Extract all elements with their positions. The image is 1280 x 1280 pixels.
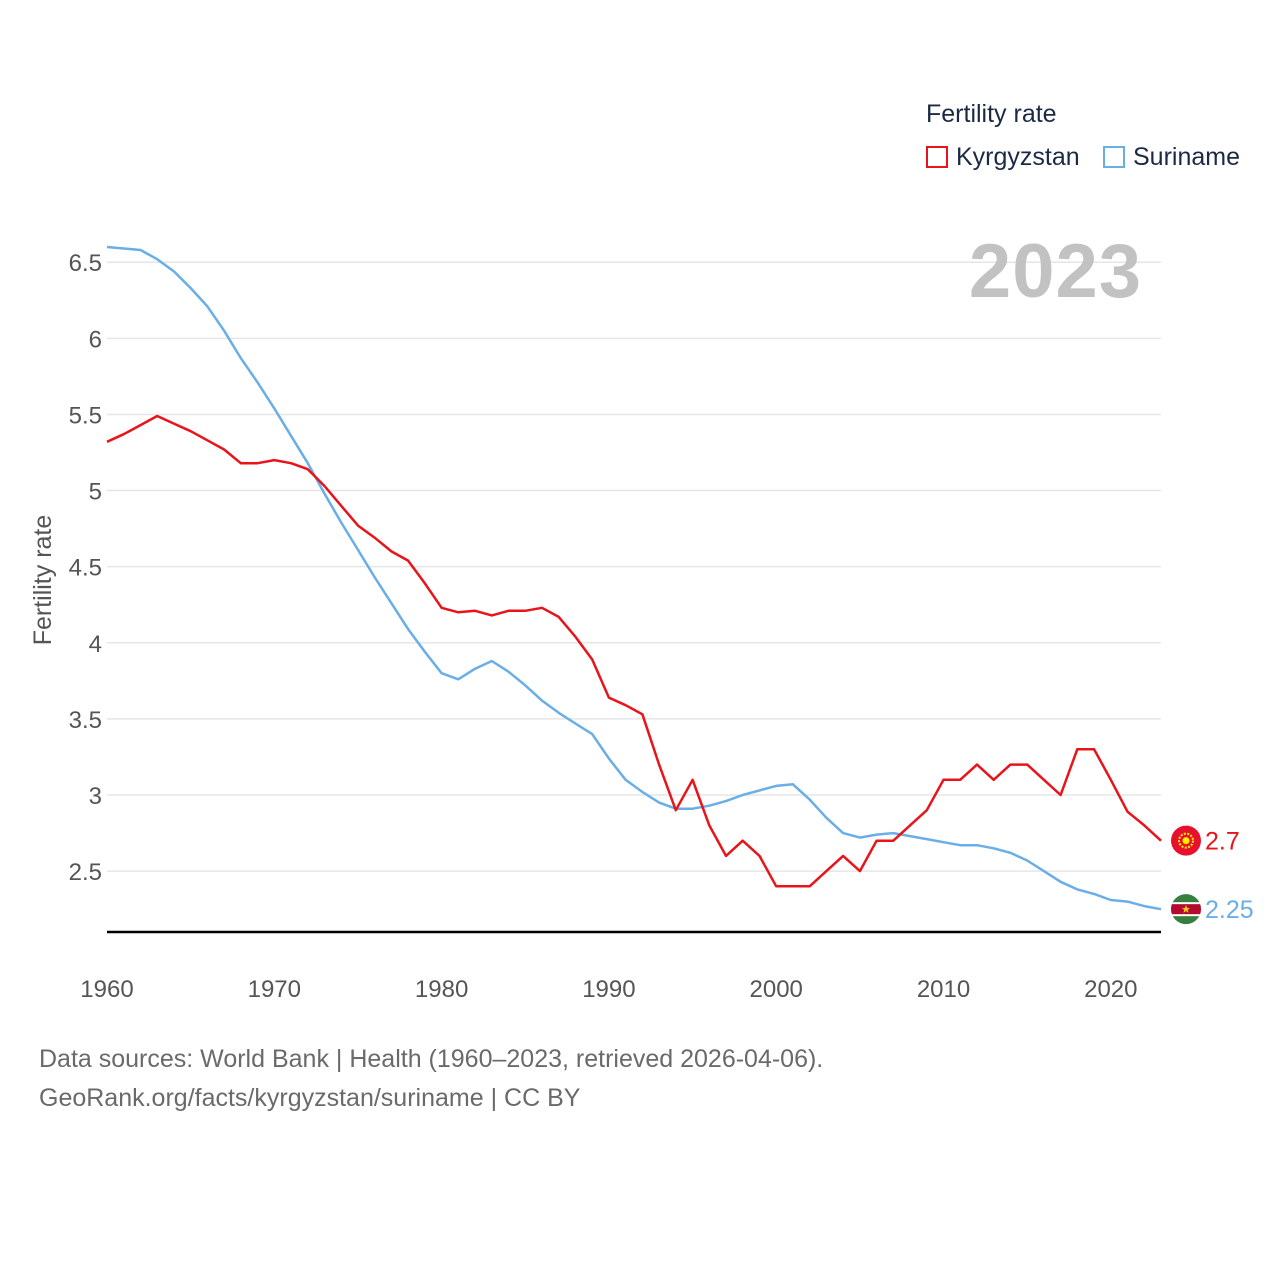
y-tick-label: 2.5	[69, 859, 102, 886]
y-tick-label: 6	[89, 326, 102, 353]
series-line-kyrgyzstan	[106, 414, 1162, 888]
y-tick-label: 4	[89, 631, 102, 658]
end-label-suriname: 2.25	[1205, 896, 1254, 924]
legend-swatch-suriname	[1103, 146, 1125, 168]
x-tick-label: 2010	[917, 976, 970, 1003]
legend-swatch-kyrgyzstan	[926, 146, 948, 168]
y-tick-label: 6.5	[69, 250, 102, 277]
legend-label-kyrgyzstan: Kyrgyzstan	[956, 142, 1080, 171]
legend-item-suriname[interactable]: Suriname	[1103, 142, 1240, 172]
x-tick-label: 1980	[415, 976, 468, 1003]
x-tick-label: 2000	[750, 976, 803, 1003]
footer-link[interactable]: GeoRank.org/facts/kyrgyzstan/suriname | …	[39, 1084, 581, 1112]
legend-label-suriname: Suriname	[1133, 142, 1240, 171]
kyrgyzstan-flag-icon	[1171, 825, 1201, 856]
y-tick-label: 3.5	[69, 707, 102, 734]
x-axis-ticks: 1960 1970 1980 1990 2000 2010 2020	[80, 976, 1137, 1003]
year-label: 2023	[968, 229, 1142, 314]
y-tick-label: 4.5	[69, 555, 102, 582]
y-axis-ticks: 2.5 3 3.5 4 4.5 5 5.5 6 6.5	[69, 250, 102, 886]
x-tick-label: 1970	[248, 976, 301, 1003]
grid-lines	[107, 261, 1161, 872]
end-markers: 2.7 2.25	[1171, 825, 1254, 925]
x-tick-label: 1960	[80, 976, 133, 1003]
footer-sources: Data sources: World Bank | Health (1960–…	[39, 1045, 824, 1073]
series-line-suriname	[106, 245, 1162, 911]
y-axis-label: Fertility rate	[29, 515, 57, 646]
x-tick-label: 2020	[1084, 976, 1137, 1003]
legend-item-kyrgyzstan[interactable]: Kyrgyzstan	[926, 142, 1080, 172]
y-tick-label: 5	[89, 479, 102, 506]
series-lines	[106, 245, 1162, 911]
end-label-kyrgyzstan: 2.7	[1205, 828, 1240, 856]
y-tick-label: 5.5	[69, 402, 102, 429]
suriname-flag-icon	[1171, 894, 1201, 925]
x-tick-label: 1990	[582, 976, 635, 1003]
y-tick-label: 3	[89, 783, 102, 810]
legend-title: Fertility rate	[926, 100, 1057, 128]
